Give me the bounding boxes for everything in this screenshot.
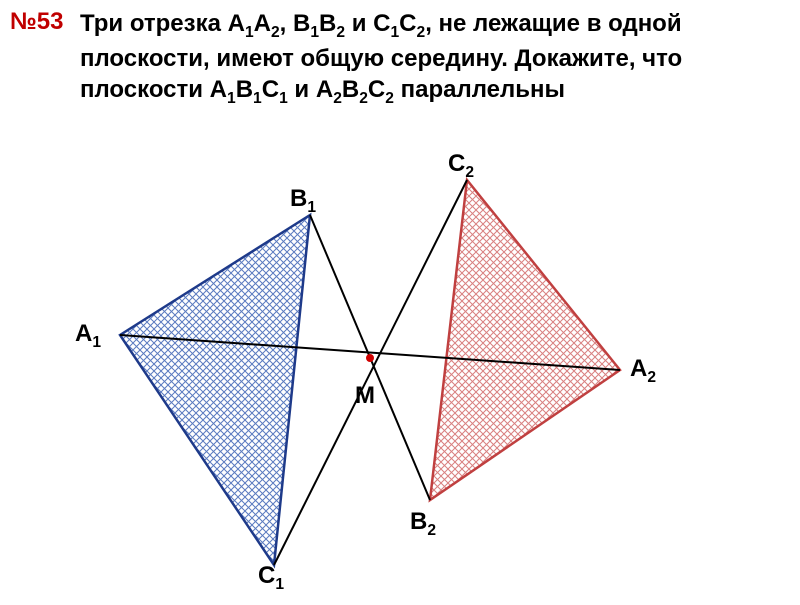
label-B1: B1 <box>290 185 316 217</box>
label-M: M <box>355 382 375 410</box>
number-prefix: № <box>10 8 37 35</box>
label-A2: A2 <box>630 355 656 387</box>
problem-text: Три отрезка A1A2, B1B2 и C1C2, не лежащи… <box>80 8 790 109</box>
segment-B1-B2 <box>310 215 430 500</box>
triangle-A1B1C1 <box>120 215 310 565</box>
triangle-A2B2C2 <box>430 180 620 500</box>
problem-header: №53 Три отрезка A1A2, B1B2 и C1C2, не ле… <box>10 8 790 109</box>
label-C2: C2 <box>448 150 474 182</box>
segment-A1-A2 <box>120 335 620 370</box>
point-M <box>366 354 374 362</box>
number-value: 53 <box>37 8 64 35</box>
problem-number: №53 <box>10 8 63 36</box>
label-A1: A1 <box>75 320 101 352</box>
label-C1: C1 <box>258 562 284 594</box>
segment-C1-C2 <box>274 180 467 565</box>
label-B2: B2 <box>410 508 436 540</box>
